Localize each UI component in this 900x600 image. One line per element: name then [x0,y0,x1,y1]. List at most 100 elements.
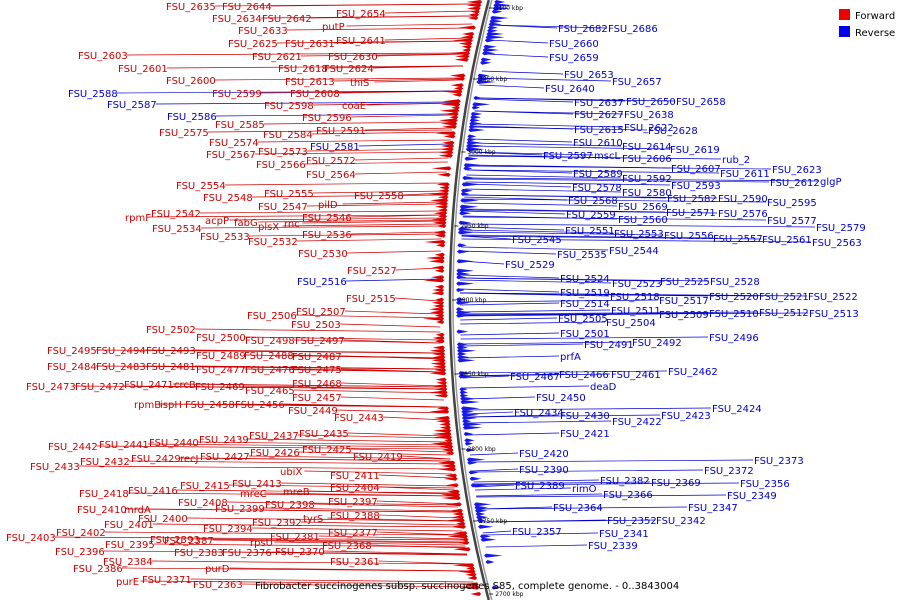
reverse-feature [463,432,474,436]
gene-label: FSU_2487 [292,352,342,363]
callout-line [465,414,661,418]
gene-label: FSU_2396 [55,547,105,558]
scale-ticks: 3100 kbp 3050 kbp 3000 kbp 2950 kbp 2900 kbp… [452,5,524,598]
gene-label: FSU_2588 [68,89,118,100]
gene-label: FSU_2467 [510,372,560,383]
callout-line [241,583,475,588]
gene-label: FSU_2462 [668,367,718,378]
forward-feature [453,76,465,81]
forward-feature [458,540,470,545]
callout-line [485,53,549,58]
gene-label: FSU_2638 [624,110,674,121]
callout-line [304,161,448,165]
gene-label: FSU_2511 [611,306,661,317]
gene-label: rpmF [125,213,151,224]
gene-label: FSU_2650 [626,97,676,108]
gene-label: FSU_2623 [772,165,822,176]
forward-feature [467,576,478,580]
gene-label: FSU_2357 [512,527,562,538]
callout-line [460,279,612,284]
gene-label: FSU_2421 [560,429,610,440]
reverse-feature [466,144,485,148]
reverse-feature [465,448,475,452]
callout-line [297,434,448,439]
forward-feature [461,44,472,49]
gene-label: FSU_2389 [515,481,565,492]
gene-label: FSU_2635 [166,2,216,13]
forward-feature [432,220,447,225]
gene-label: FSU_2528 [710,277,760,288]
reverse-feature [494,0,506,4]
gene-label: FSU_2437 [249,431,299,442]
gene-label: FSU_2342 [656,516,706,527]
callout-line [298,451,450,456]
gene-label: FSU_2572 [306,156,356,167]
callout-line [350,448,450,453]
callout-line [293,389,444,394]
gene-label: FSU_2398 [265,500,315,511]
gene-label: FSU_2556 [664,231,714,242]
reverse-feature [470,112,483,116]
reverse-feature [457,358,476,363]
callout-line [474,481,651,485]
gene-label: rpsU [250,538,273,549]
gene-label: FSU_2381 [270,532,320,543]
gene-label: FSU_2492 [632,338,682,349]
reverse-feature [456,300,471,305]
gene-label: FSU_2475 [292,365,342,376]
callout-line [460,332,560,336]
forward-feature [438,214,447,219]
forward-feature [433,230,446,235]
gene-label: FSU_2393 [150,535,200,546]
gene-label: rub_2 [722,155,750,166]
reverse-feature [460,396,477,401]
gene-label: FSU_2471 [124,380,174,391]
callout-line [464,196,568,201]
reverse-feature [475,512,486,516]
reverse-feature [460,198,480,203]
reverse-feature [462,425,483,430]
callout-line [465,178,770,183]
reverse-feature [460,400,481,404]
callout-line [461,235,762,240]
callout-line [128,460,452,465]
callout-line [460,292,808,297]
callout-line [378,486,455,491]
gene-label: ispH [160,400,182,411]
gene-label: FSU_2506 [247,311,297,322]
callout-line [147,443,449,448]
gene-label: FSU_2441 [99,440,149,451]
forward-feature [431,265,445,270]
callout-line [333,78,461,82]
gene-label: FSU_2578 [572,183,622,194]
gene-label: FSU_2392 [252,518,302,529]
gene-label: FSU_2477 [196,365,246,376]
gene-label: FSU_2558 [354,191,404,202]
gene-label: FSU_2433 [30,462,80,473]
reverse-feature [459,204,479,209]
forward-feature [432,384,448,388]
gene-label: FSU_2534 [152,224,202,235]
reverse-feature [491,9,503,14]
gene-label: FSU_2553 [614,229,664,240]
callout-line [466,169,573,174]
gene-label: FSU_2435 [299,429,349,440]
gene-label: FSU_2592 [622,174,672,185]
gene-label: FSU_2366 [603,490,653,501]
callout-line [460,343,584,347]
callout-line [194,365,442,370]
callout-line [340,368,443,373]
callout-line [358,143,451,147]
gene-label: FSU_2567 [206,150,256,161]
forward-feature [431,291,445,296]
callout-line [465,411,514,415]
callout-line [459,299,659,303]
forward-feature [439,147,454,152]
forward-feature [435,377,447,382]
forward-feature [465,572,477,577]
forward-feature [433,416,450,420]
forward-feature [434,313,445,318]
callout-line [463,209,718,214]
gene-label: FSU_2418 [79,489,129,500]
callout-line [258,219,443,223]
